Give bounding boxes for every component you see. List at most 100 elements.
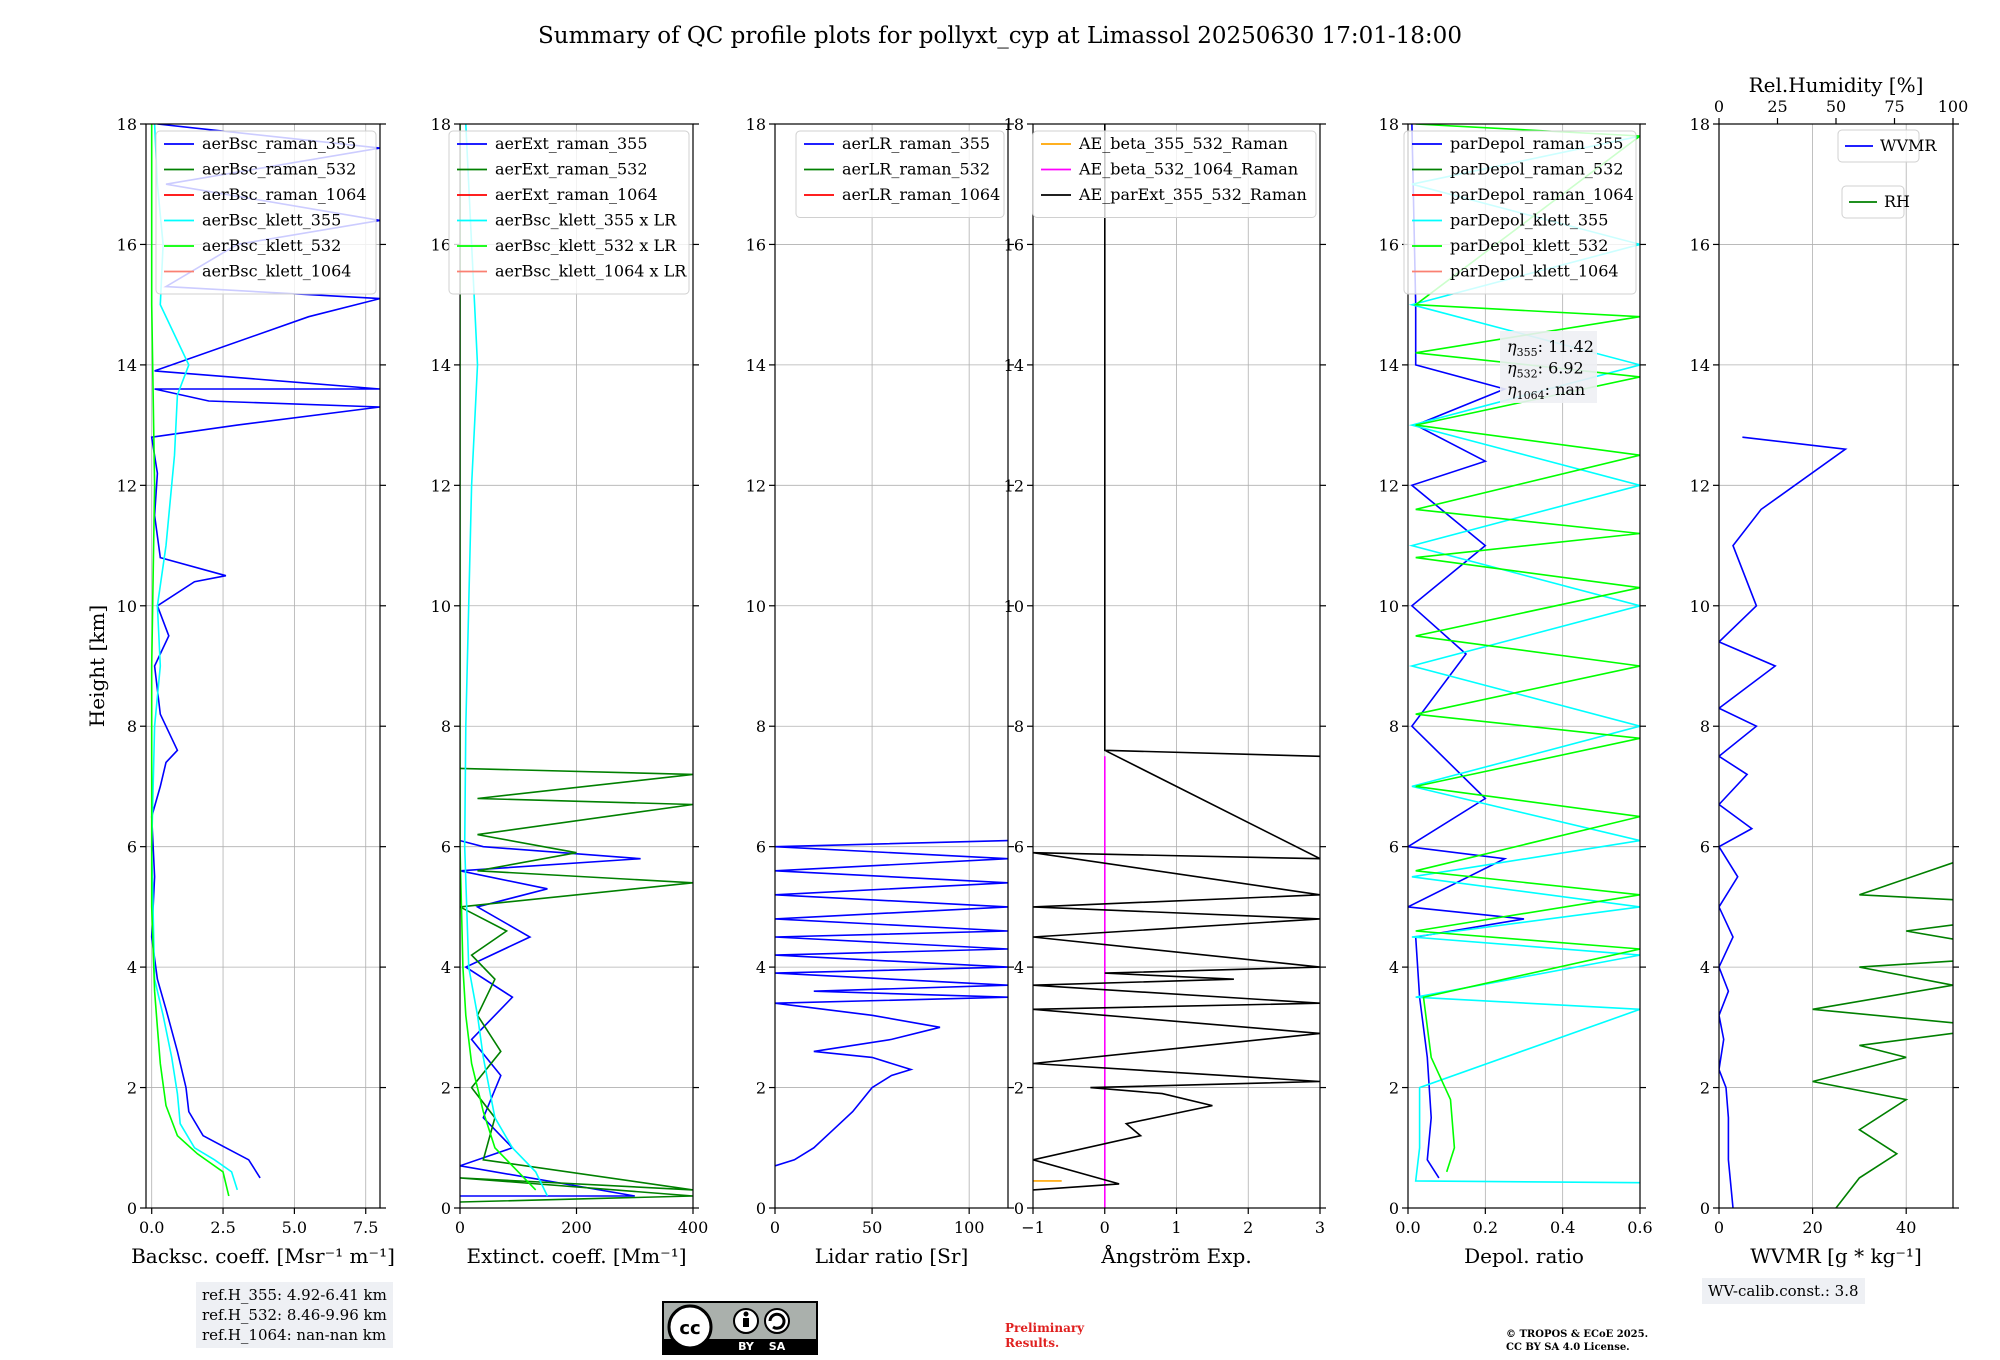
eta-line: η355: 11.42: [1507, 337, 1594, 359]
x2-tick-label: 50: [1826, 97, 1846, 116]
legend-label: parDepol_raman_1064: [1450, 185, 1634, 204]
y-tick-label: 0: [127, 1199, 137, 1218]
x-tick-label: 5.0: [282, 1218, 307, 1237]
x-tick-label: 0: [455, 1218, 465, 1237]
y-tick-label: 14: [117, 356, 137, 375]
x-tick-label: 0: [770, 1218, 780, 1237]
y-tick-label: 10: [117, 597, 137, 616]
panel-5: 0 2 4 6 8 10 12 14 16 18 0.0 0.2 0.4 0.6 Depol. ratio p…: [1379, 115, 1653, 1268]
y-tick-label: 2: [441, 1079, 451, 1098]
x-tick-label: 0.0: [139, 1218, 164, 1237]
series-rh: [1812, 803, 1953, 1208]
y-tick-label: 0: [1389, 1199, 1399, 1218]
legend-label: AE_beta_532_1064_Raman: [1078, 160, 1298, 179]
y-tick-label: 8: [441, 717, 451, 736]
y-tick-label: 0: [756, 1199, 766, 1218]
x-tick-label: 40: [1896, 1218, 1916, 1237]
legend-label: aerExt_raman_355: [495, 134, 648, 153]
series-aerbsc-klett-532: [150, 124, 230, 1197]
y-tick-label: 4: [441, 958, 451, 977]
copyright-note: © TROPOS & ECoE 2025. CC BY SA 4.0 Licen…: [1506, 1328, 1648, 1354]
y-tick-label: 8: [127, 717, 137, 736]
y-tick-label: 6: [756, 838, 766, 857]
legend-wvmr: WVMR: [1837, 129, 1937, 163]
x-tick-label: 1: [1171, 1218, 1181, 1237]
legend-label: aerLR_raman_1064: [842, 185, 1000, 204]
wv-calib-const: WV-calib.const.: 3.8: [1708, 1282, 1859, 1300]
series-pardepol-raman-355: [1408, 124, 1525, 1179]
legend-label: aerBsc_raman_1064: [202, 185, 367, 204]
y-tick-label: 16: [1004, 235, 1024, 254]
y-tick-label: 10: [431, 597, 451, 616]
x-axis-label: Ångström Exp.: [1100, 1243, 1251, 1268]
series-wvmr: [1719, 436, 1848, 1208]
x2-tick-label: 75: [1884, 97, 1904, 116]
x-tick-label: 7.5: [353, 1218, 378, 1237]
axes-frame: [1407, 123, 1641, 1209]
x-axis-label: Depol. ratio: [1464, 1244, 1584, 1268]
y-tick-label: 4: [1014, 958, 1024, 977]
x-tick-label: 0: [1100, 1218, 1110, 1237]
x-tick-label: 0.4: [1550, 1218, 1575, 1237]
x-tick-label: 0: [1714, 1218, 1724, 1237]
x-tick-label: −1: [1021, 1218, 1045, 1237]
legend-label: parDepol_klett_355: [1450, 211, 1608, 230]
y-tick-label: 18: [1379, 115, 1399, 134]
y-tick-label: 14: [431, 356, 451, 375]
y-tick-label: 8: [1700, 717, 1710, 736]
x-tick-label: 200: [561, 1218, 592, 1237]
y-tick-label: 12: [1379, 476, 1399, 495]
series-aerext-raman-532: [460, 767, 693, 1203]
y-tick-label: 4: [1389, 958, 1399, 977]
x-tick-label: 0.0: [1395, 1218, 1420, 1237]
legend: aerExt_raman_355 aerExt_raman_532 aerExt_r…: [448, 130, 690, 295]
y-tick-label: 18: [746, 115, 766, 134]
legend-label: aerExt_raman_1064: [495, 185, 658, 204]
y-tick-label: 18: [1004, 115, 1024, 134]
series-ae-parext-355-532-raman: [1033, 124, 1320, 1191]
axes-frame: [145, 123, 381, 1209]
x-tick-label: 2.5: [210, 1218, 235, 1237]
y-tick-label: 2: [756, 1079, 766, 1098]
ref-height-355: ref.H_355: 4.92-6.41 km: [202, 1286, 387, 1304]
y-tick-label: 16: [1690, 235, 1710, 254]
cc-label: cc: [679, 1318, 700, 1339]
series-aerbsc-klett-355: [150, 124, 239, 1191]
legend: parDepol_raman_355 parDepol_raman_532 parD…: [1403, 130, 1637, 295]
legend: AE_beta_355_532_Raman AE_beta_532_1064_Ra…: [1032, 130, 1317, 218]
y-tick-label: 12: [1004, 476, 1024, 495]
y-tick-label: 2: [127, 1079, 137, 1098]
legend-label: aerBsc_klett_532 x LR: [495, 236, 677, 255]
y-tick-label: 14: [1004, 356, 1024, 375]
y-tick-label: 8: [1389, 717, 1399, 736]
legend-label: aerLR_raman_532: [842, 160, 990, 179]
y-tick-label: 12: [117, 476, 137, 495]
y-tick-label: 16: [431, 235, 451, 254]
y-tick-label: 6: [441, 838, 451, 857]
x-axis-label: Lidar ratio [Sr]: [815, 1244, 969, 1268]
legend-label: aerBsc_raman_355: [202, 134, 356, 153]
legend-label: aerBsc_klett_1064 x LR: [495, 262, 687, 281]
y-tick-label: 14: [1690, 356, 1710, 375]
y-tick-label: 10: [746, 597, 766, 616]
axes-frame: [1718, 123, 1954, 1209]
x2-tick-label: 0: [1714, 97, 1724, 116]
ref-height-532: ref.H_532: 8.46-9.96 km: [202, 1306, 387, 1324]
eta-line: η1064: nan: [1507, 380, 1585, 402]
y-tick-label: 6: [127, 838, 137, 857]
legend: aerLR_raman_355 aerLR_raman_532 aerLR_rama…: [795, 130, 1005, 218]
legend: aerBsc_raman_355 aerBsc_raman_532 aerBsc_r…: [155, 130, 377, 295]
x2-tick-label: 25: [1767, 97, 1787, 116]
y-tick-label: 6: [1700, 838, 1710, 857]
y-tick-label: 2: [1389, 1079, 1399, 1098]
x-axis-label: WVMR [g * kg⁻¹]: [1750, 1244, 1922, 1268]
y-tick-label: 8: [1014, 717, 1024, 736]
preliminary-line-1: Preliminary: [1005, 1321, 1085, 1335]
legend-label: WVMR: [1880, 136, 1937, 155]
y-tick-label: 6: [1014, 838, 1024, 857]
y-tick-label: 14: [746, 356, 766, 375]
y-tick-label: 18: [431, 115, 451, 134]
